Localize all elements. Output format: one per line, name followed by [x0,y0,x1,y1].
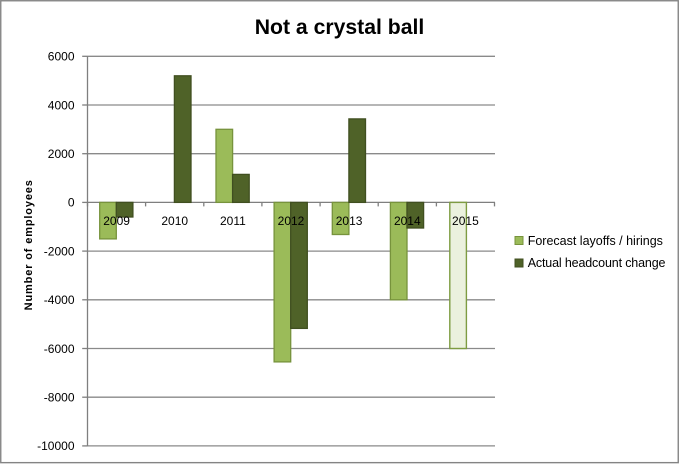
svg-text:6000: 6000 [48,50,75,64]
svg-text:-6000: -6000 [44,342,75,356]
svg-text:2010: 2010 [161,214,188,228]
svg-text:4000: 4000 [48,98,75,112]
svg-text:2014: 2014 [394,214,421,228]
svg-text:2013: 2013 [336,214,363,228]
svg-text:2000: 2000 [48,147,75,161]
svg-text:0: 0 [68,196,75,210]
svg-text:Actual headcount change: Actual headcount change [528,256,666,270]
svg-text:2011: 2011 [220,214,246,228]
svg-text:Not a crystal ball: Not a crystal ball [255,16,425,39]
svg-text:-2000: -2000 [44,244,75,258]
svg-text:2009: 2009 [103,214,130,228]
svg-text:-10000: -10000 [37,439,75,453]
svg-text:-4000: -4000 [44,293,75,307]
svg-text:Forecast layoffs / hirings: Forecast layoffs / hirings [528,234,663,248]
svg-text:Number of employees: Number of employees [23,179,35,310]
svg-text:2012: 2012 [278,214,305,228]
svg-text:-8000: -8000 [44,391,75,405]
svg-text:2015: 2015 [452,214,479,228]
